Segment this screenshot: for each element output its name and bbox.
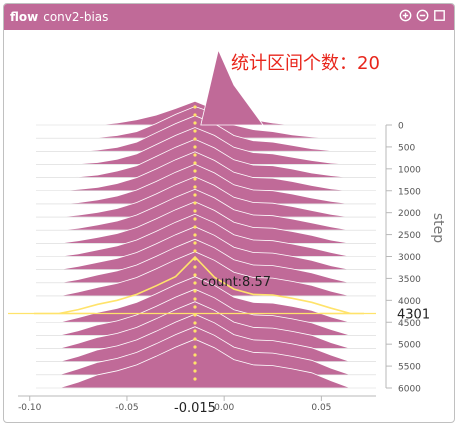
hover-marker-dot: [193, 193, 197, 197]
y-axis-label: step: [430, 213, 446, 243]
y-axis: 0 500 1000 1500 2000 2500 3000 3500 4000 4500 5000…: [385, 122, 421, 395]
hover-marker-dot: [193, 177, 197, 181]
panel-title-bar: flow conv2-bias: [4, 4, 454, 30]
hover-marker-dot: [193, 257, 197, 261]
panel-kind-label: flow: [10, 10, 39, 24]
x-axis: -0.10 -0.05 0.00 0.05: [18, 395, 376, 413]
hover-marker-dot: [193, 201, 197, 205]
hover-marker-dot: [193, 121, 197, 125]
hover-marker-dot: [193, 241, 197, 245]
hover-x-label: -0.015: [174, 401, 216, 416]
y-tick-label: 2000: [398, 209, 421, 219]
y-tick-label: 6000: [398, 385, 421, 395]
hover-marker-dot: [193, 209, 197, 213]
y-tick-label: 500: [398, 143, 415, 153]
hover-count-label: count:8.57: [201, 275, 271, 290]
y-tick-label: 3500: [398, 275, 421, 285]
hover-marker-dot: [193, 345, 197, 349]
hover-marker-dot: [193, 169, 197, 173]
hover-marker-dot: [193, 129, 197, 133]
ridge-step-6000[interactable]: [34, 338, 364, 389]
hover-marker-dot: [193, 281, 197, 285]
y-tick-label: 0: [398, 122, 404, 132]
hover-marker-dot: [193, 113, 197, 117]
collapse-icon[interactable]: [416, 9, 429, 22]
panel-controls: [399, 9, 446, 22]
hover-marker-dot: [193, 217, 197, 221]
y-tick-label: 3000: [398, 253, 421, 263]
hover-step-label: 4301: [397, 308, 430, 323]
x-tick-label: -0.05: [115, 403, 138, 413]
hover-marker-dot: [193, 369, 197, 373]
hover-marker-dot: [193, 105, 197, 109]
hover-marker-dot: [193, 145, 197, 149]
ridge-series-group: [34, 48, 376, 389]
hover-marker-dot: [193, 329, 197, 333]
hover-marker-dot: [193, 377, 197, 381]
y-tick-label: 2500: [398, 231, 421, 241]
panel-title: conv2-bias: [43, 10, 109, 24]
hover-marker-dot: [193, 361, 197, 365]
hover-marker-dot: [193, 185, 197, 189]
hover-marker-dot: [193, 321, 197, 325]
hover-marker-dot: [193, 353, 197, 357]
y-tick-label: 1000: [398, 165, 421, 175]
hover-marker-dot: [193, 225, 197, 229]
x-tick-label: -0.10: [18, 403, 42, 413]
hover-marker-dot: [193, 289, 197, 293]
hover-marker-dot: [193, 249, 197, 253]
hover-marker-dot: [193, 161, 197, 165]
y-tick-label: 5500: [398, 363, 421, 373]
hover-marker-dot: [193, 337, 197, 341]
y-tick-label: 4500: [398, 319, 421, 329]
hover-marker-dot: [193, 137, 197, 141]
hover-marker-dot: [193, 153, 197, 157]
y-tick-label: 1500: [398, 187, 421, 197]
hover-layer: count:8.57 4301 -0.015: [8, 105, 430, 416]
x-tick-label: 0.00: [214, 403, 234, 413]
hover-marker-dot: [193, 297, 197, 301]
hover-marker-dot: [193, 313, 197, 317]
expand-icon[interactable]: [399, 9, 412, 22]
ridge-step-3900[interactable]: [34, 251, 364, 297]
bins-annotation: 统计区间个数：20: [231, 53, 380, 74]
maximize-icon[interactable]: [433, 9, 446, 22]
hover-marker-dot: [193, 273, 197, 277]
y-tick-label: 4000: [398, 297, 421, 307]
hover-marker-dot: [193, 265, 197, 269]
ridge-step-4301[interactable]: [34, 255, 364, 315]
x-tick-label: 0.05: [311, 403, 331, 413]
y-tick-label: 5000: [398, 341, 421, 351]
hover-marker-dot: [193, 305, 197, 309]
hover-marker-dot: [193, 233, 197, 237]
ridge-peak-spike: [200, 48, 264, 126]
